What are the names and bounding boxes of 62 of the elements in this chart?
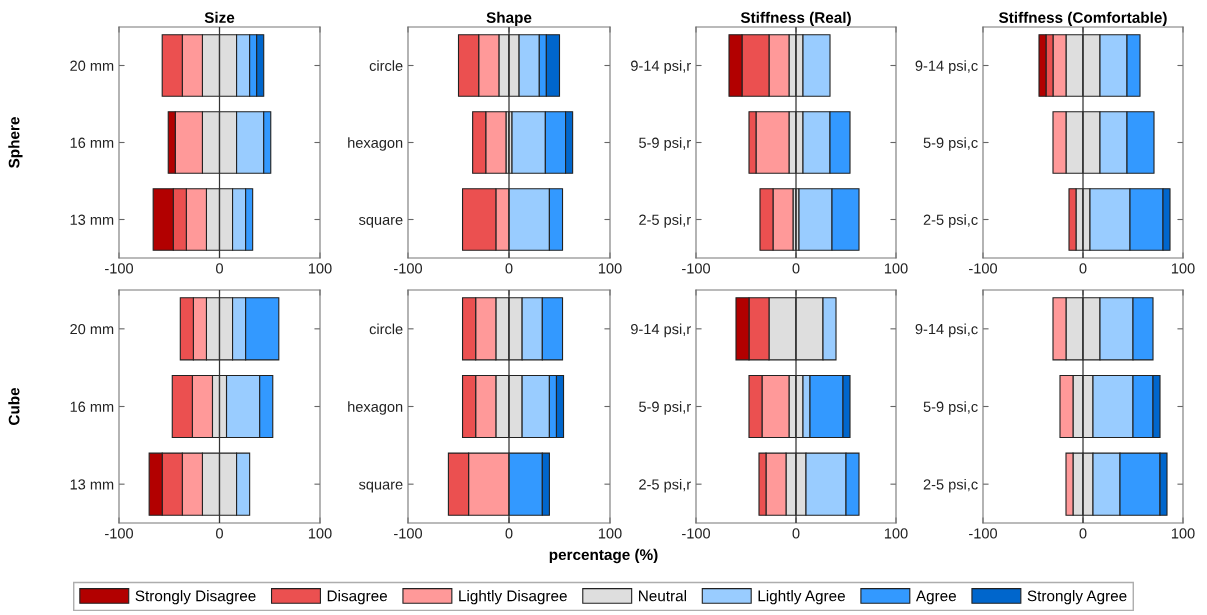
chart-title: Stiffness (Comfortable) xyxy=(998,11,1167,26)
x-tick-label: 0 xyxy=(1079,263,1087,274)
legend-label: Strongly Agree xyxy=(1027,590,1127,605)
y-tick-label: 20 mm xyxy=(70,60,114,71)
x-tick-label: 100 xyxy=(1171,528,1195,539)
y-tick-label: square xyxy=(358,216,403,228)
x-tick-label: 0 xyxy=(792,528,800,539)
y-tick-label: 5-9 psi,r xyxy=(639,401,691,415)
chart-title: Shape xyxy=(486,11,532,26)
x-tick-label: 100 xyxy=(308,528,332,539)
x-tick-label: 0 xyxy=(505,528,513,539)
y-tick-label: 16 mm xyxy=(70,137,114,148)
x-tick-label: -100 xyxy=(682,528,711,539)
x-tick-label: -100 xyxy=(682,263,711,274)
y-tick-label: 2-5 psi,r xyxy=(639,214,691,228)
x-tick-label: -100 xyxy=(969,263,998,274)
chart-title: Size xyxy=(204,11,235,23)
x-tick-label: -100 xyxy=(105,528,134,539)
y-tick-label: 2-5 psi,c xyxy=(923,478,978,493)
x-tick-label: 0 xyxy=(792,263,800,274)
y-tick-label: circle xyxy=(369,60,403,71)
x-tick-label: 0 xyxy=(1079,528,1087,539)
y-tick-label: 2-5 psi,c xyxy=(923,214,978,228)
y-tick-label: square xyxy=(358,481,403,493)
y-tick-label: circle xyxy=(369,323,403,335)
x-axis-title: percentage (%) xyxy=(549,548,658,564)
legend-label: Disagree xyxy=(327,590,387,605)
y-tick-label: 5-9 psi,c xyxy=(923,137,978,151)
x-tick-label: 0 xyxy=(216,263,223,274)
y-axis-title: Cube xyxy=(8,387,20,425)
x-tick-label: 100 xyxy=(598,263,622,274)
x-tick-label: 100 xyxy=(1171,263,1195,274)
y-tick-label: 9-14 psi,r xyxy=(631,60,691,74)
x-tick-label: 100 xyxy=(884,528,908,539)
x-tick-label: 100 xyxy=(308,263,332,274)
x-tick-label: -100 xyxy=(969,528,998,539)
y-tick-label: 5-9 psi,r xyxy=(639,137,691,151)
legend-label: Lightly Agree xyxy=(758,590,845,605)
x-tick-label: 100 xyxy=(884,263,908,274)
y-tick-label: 9-14 psi,c xyxy=(915,323,978,338)
y-tick-label: 9-14 psi,c xyxy=(915,60,978,74)
y-tick-label: 13 mm xyxy=(70,479,114,490)
y-tick-label: 5-9 psi,c xyxy=(923,401,978,415)
chart-title: Stiffness (Real) xyxy=(740,11,851,26)
x-tick-label: -100 xyxy=(394,528,423,539)
y-tick-label: 20 mm xyxy=(70,323,114,335)
y-tick-label: 9-14 psi,r xyxy=(631,323,691,338)
y-tick-label: hexagon xyxy=(348,137,403,151)
y-tick-label: 13 mm xyxy=(70,214,114,225)
y-tick-label: hexagon xyxy=(348,401,403,415)
y-tick-label: 2-5 psi,r xyxy=(639,478,691,493)
x-tick-label: 0 xyxy=(505,263,513,274)
legend-label: Agree xyxy=(915,590,956,605)
y-axis-title: Sphere xyxy=(8,117,23,168)
x-tick-label: 0 xyxy=(216,528,223,539)
legend-label: Neutral xyxy=(639,590,686,602)
legend-label: Strongly Disagree xyxy=(135,590,256,605)
legend-label: Lightly Disagree xyxy=(459,590,567,605)
y-tick-label: 16 mm xyxy=(70,401,114,412)
x-tick-label: -100 xyxy=(394,263,423,274)
x-tick-label: -100 xyxy=(105,263,134,274)
x-tick-label: 100 xyxy=(598,528,622,539)
